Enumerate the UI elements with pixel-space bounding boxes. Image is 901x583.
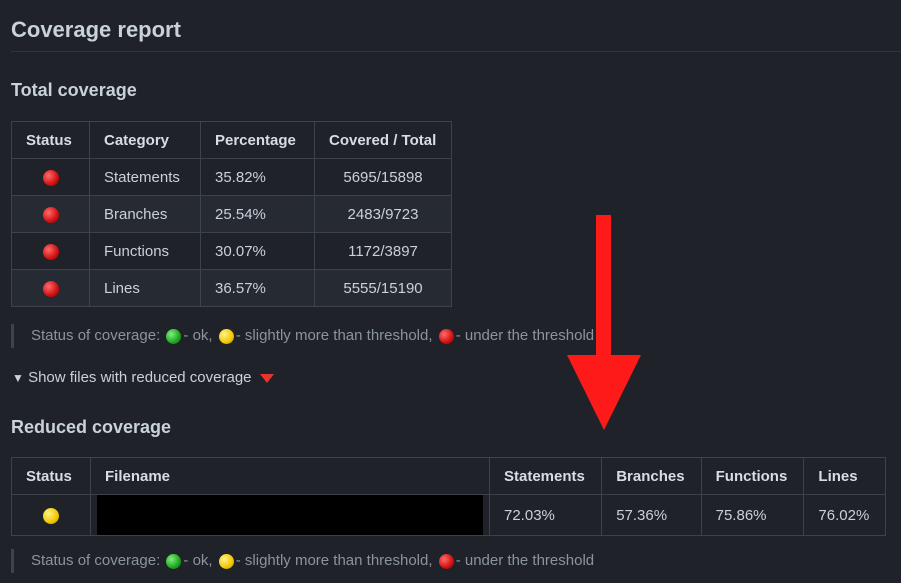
- legend-ok: - ok,: [183, 552, 217, 569]
- status-cell: [11, 494, 91, 536]
- percentage-cell: 25.54%: [200, 195, 315, 233]
- column-header-covered-total: Covered / Total: [314, 121, 452, 159]
- coverage-legend: Status of coverage: - ok, - slightly mor…: [11, 549, 594, 573]
- red-status-icon: [42, 243, 59, 260]
- red-status-icon: [438, 328, 454, 344]
- legend-prefix: Status of coverage:: [31, 327, 165, 344]
- details-summary-label: Show files with reduced coverage: [28, 369, 252, 386]
- filename-cell: [90, 494, 490, 536]
- legend-under: - under the threshold: [455, 552, 595, 569]
- yellow-status-icon: [218, 553, 234, 569]
- yellow-status-icon: [218, 328, 234, 344]
- column-header-status: Status: [11, 457, 91, 495]
- title-divider: [11, 51, 901, 52]
- table-row: Branches 25.54% 2483/9723: [11, 195, 452, 233]
- yellow-status-icon: [43, 507, 59, 524]
- lines-cell: 76.02%: [803, 494, 886, 536]
- covered-total-cell: 5695/15898: [314, 158, 452, 196]
- red-arrow-annotation-shaft: [596, 215, 611, 365]
- category-cell: Statements: [89, 158, 201, 196]
- coverage-legend: Status of coverage: - ok, - slightly mor…: [11, 324, 594, 348]
- column-header-category: Category: [89, 121, 201, 159]
- status-cell: [11, 158, 90, 196]
- redacted-filename: [97, 495, 483, 535]
- covered-total-cell: 1172/3897: [314, 232, 452, 270]
- reduced-coverage-table: Status Filename Statements Branches Func…: [11, 457, 886, 536]
- covered-total-cell: 2483/9723: [314, 195, 452, 233]
- table-row: Statements 35.82% 5695/15898: [11, 158, 452, 196]
- percentage-cell: 30.07%: [200, 232, 315, 270]
- red-arrow-annotation-head: [567, 355, 641, 430]
- red-status-icon: [438, 553, 454, 569]
- column-header-branches: Branches: [601, 457, 702, 495]
- statements-cell: 72.03%: [488, 494, 603, 536]
- status-cell: [11, 195, 90, 233]
- column-header-lines: Lines: [803, 457, 886, 495]
- legend-slight: - slightly more than threshold,: [235, 327, 437, 344]
- functions-cell: 75.86%: [700, 494, 805, 536]
- status-cell: [11, 269, 90, 307]
- legend-prefix: Status of coverage:: [31, 552, 165, 569]
- percentage-cell: 35.82%: [200, 158, 315, 196]
- disclosure-triangle-icon: ▼: [12, 371, 24, 385]
- table-row: 72.03% 57.36% 75.86% 76.02%: [11, 494, 886, 536]
- covered-total-cell: 5555/15190: [314, 269, 452, 307]
- category-cell: Branches: [89, 195, 201, 233]
- column-header-functions: Functions: [700, 457, 805, 495]
- percentage-cell: 36.57%: [200, 269, 315, 307]
- reduced-coverage-heading: Reduced coverage: [11, 417, 172, 437]
- red-status-icon: [42, 206, 59, 223]
- red-status-icon: [42, 169, 59, 186]
- category-cell: Lines: [89, 269, 201, 307]
- table-header-row: Status Filename Statements Branches Func…: [11, 457, 886, 495]
- column-header-statements: Statements: [488, 457, 603, 495]
- total-coverage-table: Status Category Percentage Covered / Tot…: [11, 121, 452, 307]
- legend-ok: - ok,: [183, 327, 217, 344]
- table-header-row: Status Category Percentage Covered / Tot…: [11, 121, 452, 159]
- column-header-filename: Filename: [90, 457, 490, 495]
- column-header-status: Status: [11, 121, 90, 159]
- red-status-icon: [42, 280, 59, 297]
- green-status-icon: [166, 328, 182, 344]
- legend-slight: - slightly more than threshold,: [235, 552, 437, 569]
- reduced-coverage-details-toggle[interactable]: ▼ Show files with reduced coverage: [12, 369, 274, 386]
- green-status-icon: [166, 553, 182, 569]
- total-coverage-heading: Total coverage: [11, 80, 137, 100]
- branches-cell: 57.36%: [601, 494, 702, 536]
- red-down-triangle-icon: [259, 373, 274, 383]
- table-row: Lines 36.57% 5555/15190: [11, 269, 452, 307]
- page-title: Coverage report: [11, 17, 181, 42]
- table-row: Functions 30.07% 1172/3897: [11, 232, 452, 270]
- category-cell: Functions: [89, 232, 201, 270]
- legend-under: - under the threshold: [455, 327, 595, 344]
- column-header-percentage: Percentage: [200, 121, 315, 159]
- status-cell: [11, 232, 90, 270]
